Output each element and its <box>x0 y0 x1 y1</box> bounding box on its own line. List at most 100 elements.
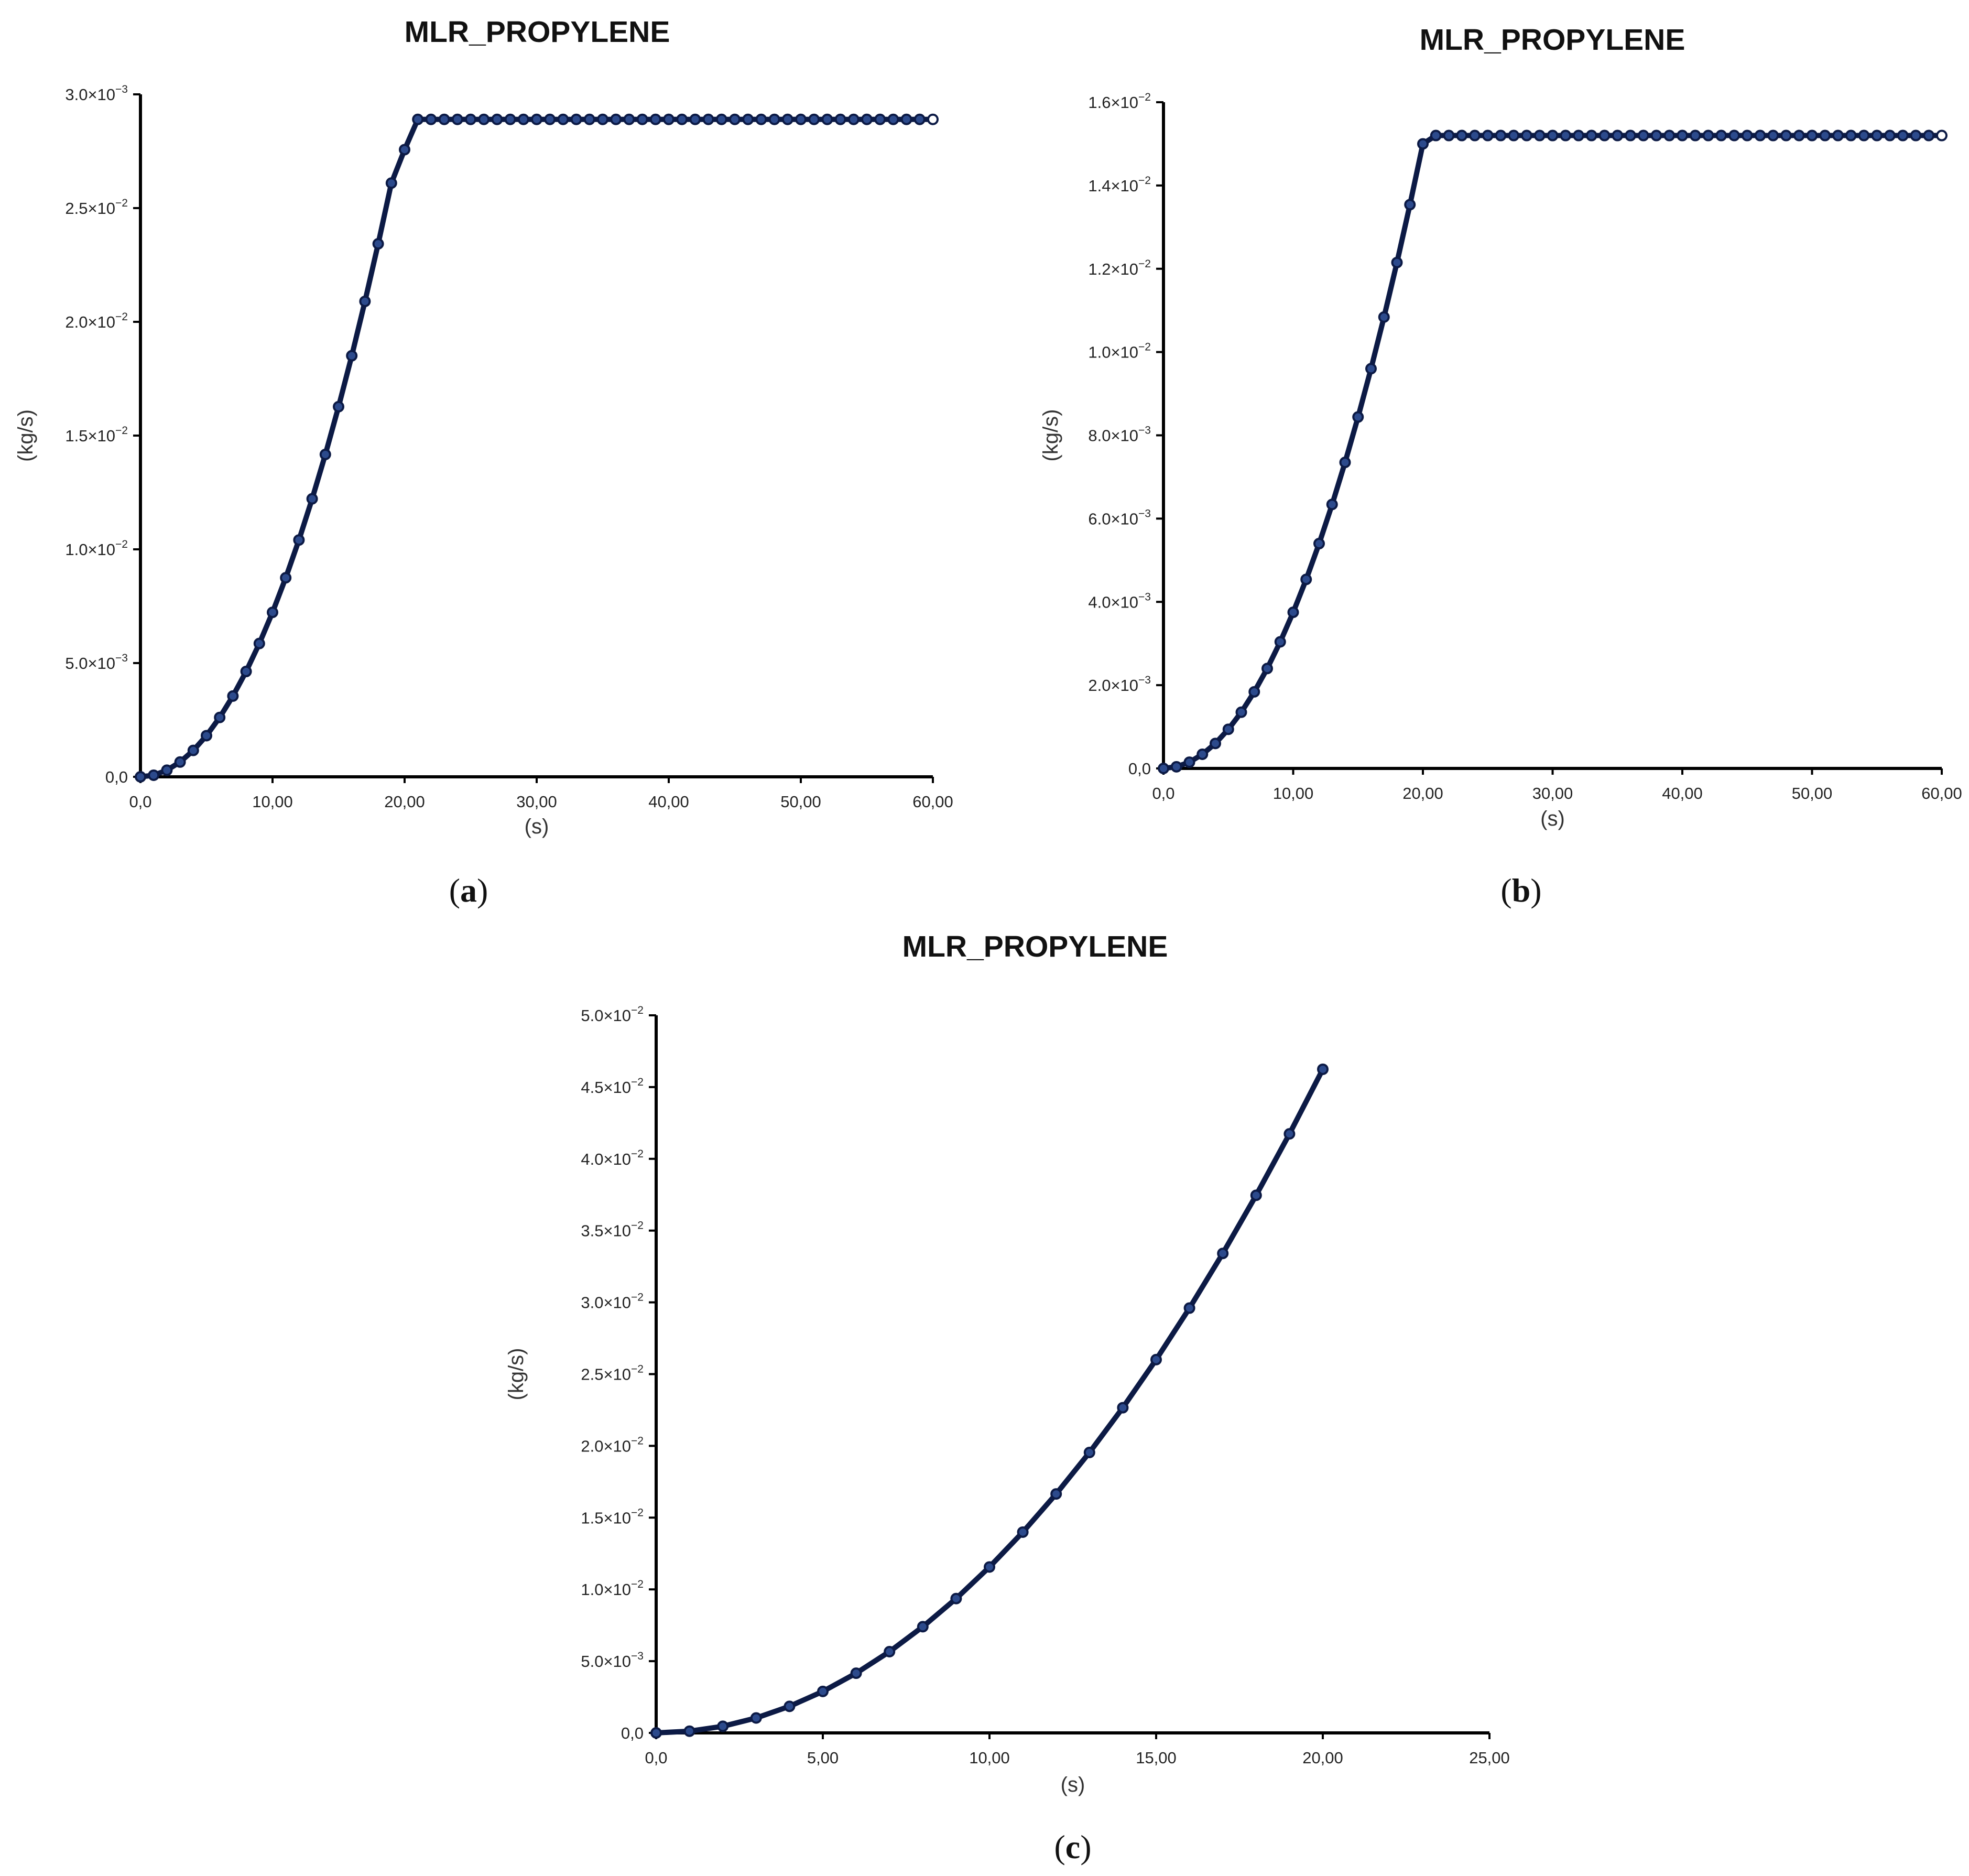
y-tick-label: 4.0×10−3 <box>1088 591 1151 611</box>
data-point <box>717 1720 729 1732</box>
data-point <box>1170 761 1182 773</box>
data-point <box>795 113 807 125</box>
chart-title: MLR_PROPYLENE <box>902 930 1168 963</box>
data-point <box>623 113 635 125</box>
x-tick-label: 0,0 <box>1152 784 1174 803</box>
data-point <box>1819 129 1831 142</box>
data-point <box>1845 129 1857 142</box>
data-point <box>319 449 331 461</box>
data-point <box>1050 1488 1062 1500</box>
y-tick-label: 1.0×10−2 <box>1088 341 1151 362</box>
data-point <box>1767 129 1779 142</box>
panel-caption: (c) <box>1054 1828 1091 1866</box>
data-point <box>491 113 503 125</box>
data-point <box>1250 1189 1262 1201</box>
x-tick-label: 40,00 <box>1662 784 1703 803</box>
data-point <box>1780 129 1792 142</box>
panel-caption: (b) <box>1500 872 1541 909</box>
data-point <box>1573 129 1584 142</box>
data-point <box>425 113 437 125</box>
x-tick-label: 15,00 <box>1136 1749 1177 1767</box>
data-point <box>372 238 384 250</box>
data-point <box>1017 1526 1029 1538</box>
data-point <box>950 1592 962 1604</box>
data-point <box>1417 138 1429 150</box>
data-point <box>399 144 410 156</box>
series-line <box>654 1066 1325 1736</box>
x-tick-label: 30,00 <box>1532 784 1573 803</box>
data-point <box>583 113 595 125</box>
data-point <box>438 113 450 125</box>
data-point <box>187 744 199 756</box>
data-point <box>1378 311 1390 323</box>
x-tick-label: 20,00 <box>1302 1749 1343 1767</box>
data-point <box>715 113 727 125</box>
data-point <box>1806 129 1818 142</box>
data-point <box>1391 256 1403 268</box>
data-point <box>1858 129 1870 142</box>
x-tick-label: 0,0 <box>645 1749 667 1767</box>
data-point <box>1404 199 1416 211</box>
data-point <box>1183 756 1195 768</box>
data-point <box>1313 538 1325 550</box>
x-tick-label: 10,00 <box>1273 784 1314 803</box>
data-point <box>1871 129 1883 142</box>
x-axis-label: (s) <box>525 815 549 838</box>
data-point <box>1183 1302 1195 1314</box>
data-point <box>1585 129 1597 142</box>
data-point <box>1715 129 1727 142</box>
data-point <box>821 113 833 125</box>
data-point <box>1702 129 1714 142</box>
data-point <box>742 113 754 125</box>
data-point <box>884 1646 896 1658</box>
x-axis-label: (s) <box>1540 807 1565 830</box>
y-tick-label: 2.0×10−2 <box>581 1435 644 1455</box>
data-point <box>280 572 292 584</box>
data-point <box>1533 129 1546 142</box>
y-tick-label: 3.0×10−3 <box>65 83 128 104</box>
data-point <box>900 113 912 125</box>
data-point <box>913 113 926 125</box>
data-point <box>161 764 173 776</box>
y-tick-label: 4.0×10−2 <box>581 1148 644 1168</box>
y-tick-label: 1.5×10−2 <box>65 425 128 445</box>
data-point <box>1637 129 1649 142</box>
data-point <box>649 113 661 125</box>
data-point <box>214 711 226 723</box>
data-point <box>1482 129 1494 142</box>
data-point <box>1650 129 1662 142</box>
data-point <box>984 1561 995 1573</box>
y-tick-label: 1.5×10−2 <box>581 1506 644 1527</box>
y-tick-label: 2.5×10−2 <box>581 1363 644 1384</box>
data-point <box>1117 1402 1129 1414</box>
data-point <box>253 637 265 649</box>
y-tick-label: 2.0×10−2 <box>65 311 128 331</box>
data-point <box>359 295 371 307</box>
data-point <box>850 1667 862 1679</box>
data-point <box>478 113 490 125</box>
y-tick-label: 1.2×10−2 <box>1088 258 1151 278</box>
data-point <box>1495 129 1507 142</box>
data-point <box>267 606 278 619</box>
y-tick-label: 2.0×10−3 <box>1088 674 1151 695</box>
data-point <box>636 113 648 125</box>
y-axis-label: (kg/s) <box>14 409 37 462</box>
y-tick-label: 1.6×10−2 <box>1088 91 1151 112</box>
x-tick-label: 50,00 <box>1792 784 1833 803</box>
data-point <box>1150 1353 1162 1365</box>
data-point <box>702 113 714 125</box>
data-point <box>610 113 622 125</box>
x-tick-label: 0,0 <box>129 793 151 811</box>
data-point <box>861 113 873 125</box>
y-tick-label: 5.0×10−3 <box>65 652 128 673</box>
data-point <box>293 534 305 546</box>
y-axis-label: (kg/s) <box>1039 409 1062 462</box>
data-point <box>1210 738 1221 750</box>
x-axis-label: (s) <box>1061 1773 1085 1796</box>
y-tick-label: 0,0 <box>1128 760 1151 778</box>
chart-title: MLR_PROPYLENE <box>405 15 670 49</box>
data-point <box>1317 1063 1329 1075</box>
y-tick-label: 4.5×10−2 <box>581 1076 644 1097</box>
data-point <box>834 113 846 125</box>
x-tick-label: 5,00 <box>807 1749 839 1767</box>
